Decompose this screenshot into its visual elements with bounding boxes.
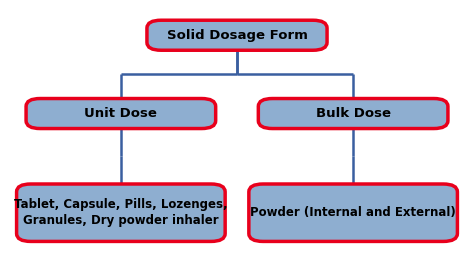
Text: Bulk Dose: Bulk Dose <box>316 107 391 120</box>
FancyBboxPatch shape <box>26 99 216 129</box>
Text: Unit Dose: Unit Dose <box>84 107 157 120</box>
Text: Solid Dosage Form: Solid Dosage Form <box>166 29 308 42</box>
FancyBboxPatch shape <box>258 99 448 129</box>
Text: Tablet, Capsule, Pills, Lozenges,
Granules, Dry powder inhaler: Tablet, Capsule, Pills, Lozenges, Granul… <box>14 198 228 227</box>
Text: Powder (Internal and External): Powder (Internal and External) <box>250 206 456 219</box>
FancyBboxPatch shape <box>249 184 457 241</box>
FancyBboxPatch shape <box>147 20 327 50</box>
FancyBboxPatch shape <box>17 184 225 241</box>
